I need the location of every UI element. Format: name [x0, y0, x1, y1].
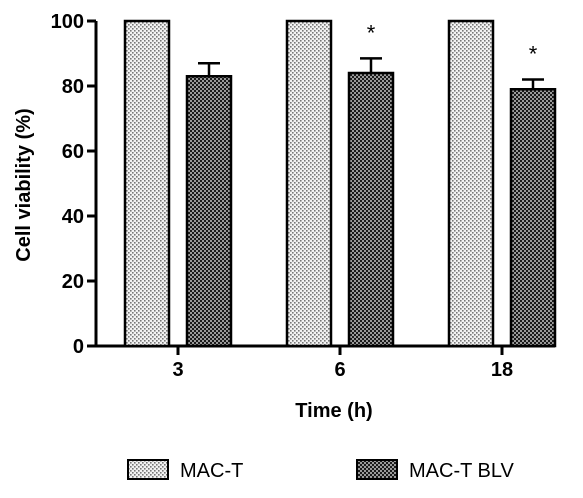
x-axis-title: Time (h) [295, 400, 372, 422]
bar-mac-t-blv-18 [509, 88, 557, 348]
x-tick-label: 6 [334, 359, 345, 381]
y-tick-label: 60 [62, 141, 84, 163]
significance-marker: * [529, 42, 538, 67]
bar-mac-t-6 [285, 19, 333, 348]
legend-label-mac-t: MAC-T [180, 460, 243, 482]
legend-label-mac-t-blv: MAC-T BLV [409, 460, 514, 482]
y-tick-label: 20 [62, 271, 84, 293]
legend: MAC-T MAC-T BLV [127, 459, 514, 482]
y-tick-label: 0 [73, 336, 84, 358]
bar-mac-t-blv-3 [185, 75, 233, 348]
x-tick-label: 18 [491, 359, 513, 381]
significance-marker: * [367, 20, 376, 45]
x-tick-label: 3 [172, 359, 183, 381]
y-tick-label: 40 [62, 206, 84, 228]
legend-swatch-mac-t-blv [356, 459, 398, 480]
y-axis: 0 20 40 60 80 100 [51, 11, 98, 358]
y-tick-label: 100 [51, 11, 84, 33]
bar-mac-t-3 [123, 19, 171, 348]
bar-mac-t-blv-6 [347, 71, 395, 348]
y-tick-label: 80 [62, 76, 84, 98]
legend-swatch-mac-t [127, 459, 169, 480]
bars-group: ** [123, 19, 557, 348]
x-axis: 3 6 18 [96, 344, 555, 381]
y-axis-title: Cell viability (%) [13, 108, 35, 261]
bar-mac-t-18 [447, 19, 495, 348]
